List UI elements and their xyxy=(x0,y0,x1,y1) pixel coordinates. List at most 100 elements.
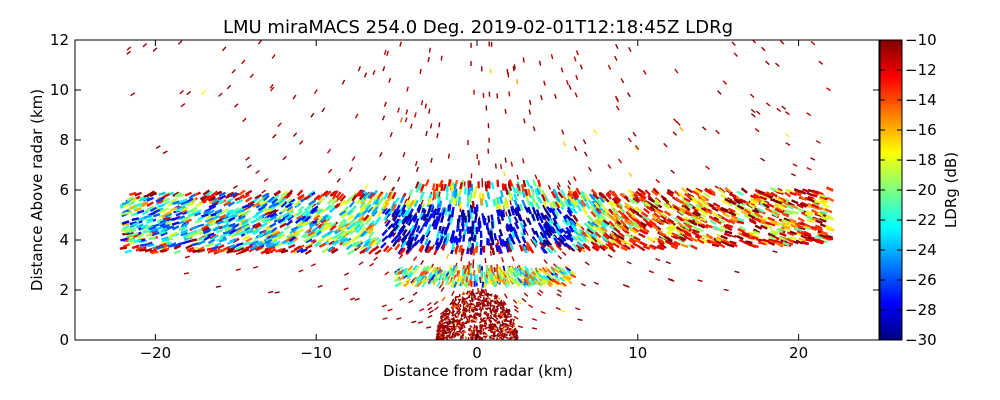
ldr-mark xyxy=(725,223,734,228)
ldr-mark xyxy=(657,219,665,225)
ldr-mark xyxy=(373,193,380,201)
ldr-mark xyxy=(568,84,572,90)
ldr-mark xyxy=(489,242,493,250)
ldr-mark xyxy=(248,247,256,253)
ldr-mark xyxy=(271,229,279,235)
ldr-mark xyxy=(311,203,317,208)
ldr-mark xyxy=(671,234,679,240)
ldr-mark xyxy=(420,260,425,265)
ldr-mark xyxy=(819,210,828,215)
ldr-mark xyxy=(309,220,315,225)
ldr-mark xyxy=(275,248,283,253)
ldr-mark xyxy=(487,238,491,246)
ldr-mark xyxy=(528,304,534,309)
ldr-mark xyxy=(207,242,215,248)
ldr-mark xyxy=(730,234,736,239)
ldr-mark xyxy=(264,232,272,238)
ldr-mark xyxy=(538,241,546,249)
ldr-mark xyxy=(579,194,585,202)
ldr-mark xyxy=(297,205,305,212)
ldr-mark xyxy=(368,192,376,200)
ldr-mark xyxy=(120,238,128,242)
ldr-mark xyxy=(744,207,753,213)
ldr-mark xyxy=(208,238,216,244)
ldr-mark xyxy=(708,215,716,222)
ldr-mark xyxy=(496,197,500,205)
ldr-mark xyxy=(329,206,336,213)
ldr-mark xyxy=(519,203,523,211)
ldr-mark xyxy=(432,188,437,196)
ldr-mark xyxy=(182,216,191,222)
ldr-mark xyxy=(731,41,736,47)
ldr-mark xyxy=(405,209,411,217)
ldr-mark xyxy=(426,240,432,248)
ldr-mark xyxy=(545,221,552,229)
ldr-mark xyxy=(639,221,647,227)
ldr-mark xyxy=(368,231,375,238)
ldr-mark xyxy=(543,259,548,264)
ldr-mark xyxy=(733,52,739,57)
ldr-mark xyxy=(449,217,454,225)
ldr-mark xyxy=(197,223,205,228)
ldr-mark xyxy=(654,198,661,205)
ldr-mark xyxy=(314,207,322,214)
ldr-mark xyxy=(180,103,186,108)
ldr-mark xyxy=(791,199,799,205)
ldr-mark xyxy=(364,184,369,190)
ldr-mark xyxy=(270,234,278,239)
ldr-mark xyxy=(527,188,531,197)
ldr-mark xyxy=(728,207,736,213)
ldr-mark xyxy=(528,246,535,254)
ldr-mark xyxy=(242,193,250,199)
ldr-mark xyxy=(560,227,568,235)
ldr-mark xyxy=(522,179,527,188)
ldr-mark xyxy=(268,245,276,251)
ldr-mark xyxy=(543,80,546,86)
ldr-mark xyxy=(580,235,588,243)
ldr-mark xyxy=(436,132,439,139)
ldr-mark xyxy=(786,231,795,237)
ldr-mark xyxy=(177,220,186,225)
ldr-mark xyxy=(815,240,824,245)
ldr-mark xyxy=(762,194,770,200)
ldr-mark xyxy=(673,190,681,197)
ldr-mark xyxy=(321,107,326,113)
ldr-mark xyxy=(389,132,393,138)
ldr-mark xyxy=(209,234,217,240)
ldr-mark xyxy=(261,189,267,194)
ldr-mark xyxy=(683,220,691,226)
ldr-mark xyxy=(556,207,563,215)
ldr-mark xyxy=(690,236,698,243)
ldr-mark xyxy=(418,226,424,235)
ldr-mark xyxy=(654,224,662,231)
ldr-mark xyxy=(374,249,382,256)
ldr-mark xyxy=(800,211,809,217)
ldr-mark xyxy=(771,211,779,218)
ldr-mark xyxy=(401,229,408,237)
ldr-mark xyxy=(208,203,217,209)
ldr-mark xyxy=(507,183,513,192)
ldr-mark xyxy=(674,68,679,74)
ldr-mark xyxy=(783,223,791,228)
ldr-mark xyxy=(666,219,675,225)
ldr-mark xyxy=(502,202,506,210)
ldr-mark xyxy=(232,185,238,189)
ldr-mark xyxy=(811,189,820,195)
ldr-mark xyxy=(777,187,783,192)
ldr-mark xyxy=(765,224,773,230)
ldr-mark xyxy=(286,189,294,197)
ldr-mark xyxy=(321,190,329,197)
ldr-mark xyxy=(336,177,341,183)
ldr-mark xyxy=(180,200,189,206)
ldr-mark xyxy=(679,232,687,239)
ldr-mark xyxy=(373,218,380,226)
ldr-mark xyxy=(560,309,566,313)
ldr-mark xyxy=(547,184,552,190)
ldr-mark xyxy=(428,309,434,314)
ldr-mark xyxy=(407,195,411,201)
ldr-mark xyxy=(701,209,709,216)
ldr-mark xyxy=(806,219,815,223)
ldr-mark xyxy=(474,209,478,217)
ldr-mark xyxy=(393,196,400,205)
ldr-mark xyxy=(528,109,532,115)
